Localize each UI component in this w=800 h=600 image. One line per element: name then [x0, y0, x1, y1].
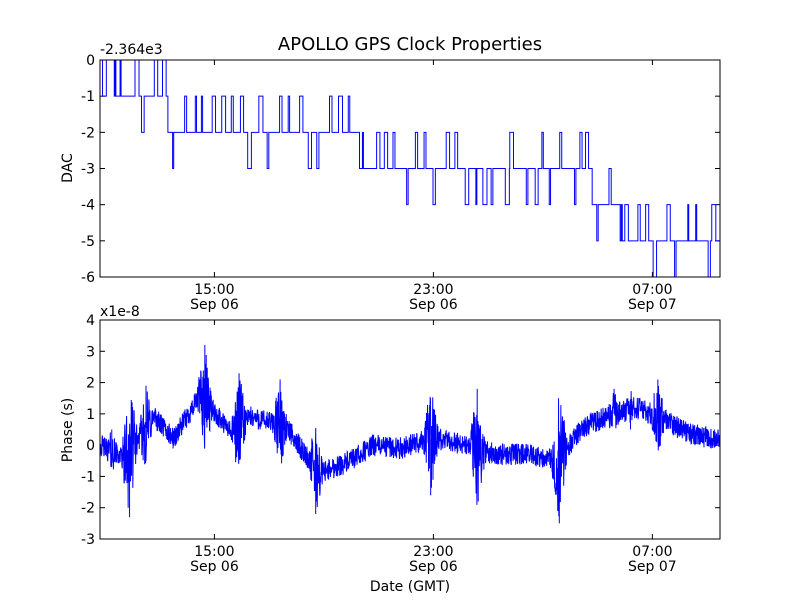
- phase-x-tick-date: Sep 07: [628, 559, 677, 575]
- x-axis-label: Date (GMT): [370, 579, 450, 595]
- dac-x-tick-date: Sep 06: [190, 297, 239, 313]
- dac-series-line: [100, 60, 720, 277]
- phase-y-tick-label: -3: [81, 532, 95, 548]
- dac-y-tick-label: 0: [86, 53, 95, 69]
- dac-axes-frame: [99, 59, 721, 278]
- phase-y-axis-label: Phase (s): [60, 398, 76, 462]
- dac-x-tick-time: 23:00: [413, 282, 453, 298]
- phase-x-tick-time: 15:00: [194, 544, 234, 560]
- phase-y-tick-label: 4: [86, 313, 95, 329]
- dac-y-tick-label: -6: [81, 270, 95, 286]
- phase-y-tick-label: 0: [86, 438, 95, 454]
- dac-x-tick-time: 07:00: [632, 282, 672, 298]
- phase-series-line: [100, 345, 720, 524]
- dac-y-tick-label: -3: [81, 162, 95, 178]
- phase-axes-frame: [99, 319, 721, 540]
- phase-y-tick-label: 2: [86, 376, 95, 392]
- phase-x-tick-time: 23:00: [413, 544, 453, 560]
- phase-offset-label: x1e-8: [100, 304, 140, 320]
- dac-y-tick-label: -1: [81, 89, 95, 105]
- dac-y-tick-label: -5: [81, 234, 95, 250]
- dac-offset-label: -2.364e3: [100, 42, 163, 58]
- dac-y-axis-label: DAC: [60, 153, 76, 183]
- dac-y-tick-label: -2: [81, 125, 95, 141]
- figure-title: APOLLO GPS Clock Properties: [278, 34, 542, 55]
- phase-y-tick-label: -2: [81, 501, 95, 517]
- phase-x-tick-date: Sep 06: [409, 559, 458, 575]
- dac-x-tick-time: 15:00: [194, 282, 234, 298]
- phase-x-tick-date: Sep 06: [190, 559, 239, 575]
- dac-x-tick-date: Sep 06: [409, 297, 458, 313]
- phase-y-tick-label: 1: [86, 407, 95, 423]
- phase-y-tick-label: -1: [81, 469, 95, 485]
- phase-y-tick-label: 3: [86, 344, 95, 360]
- phase-x-tick-time: 07:00: [632, 544, 672, 560]
- dac-y-tick-label: -4: [81, 198, 95, 214]
- dac-x-tick-date: Sep 07: [628, 297, 677, 313]
